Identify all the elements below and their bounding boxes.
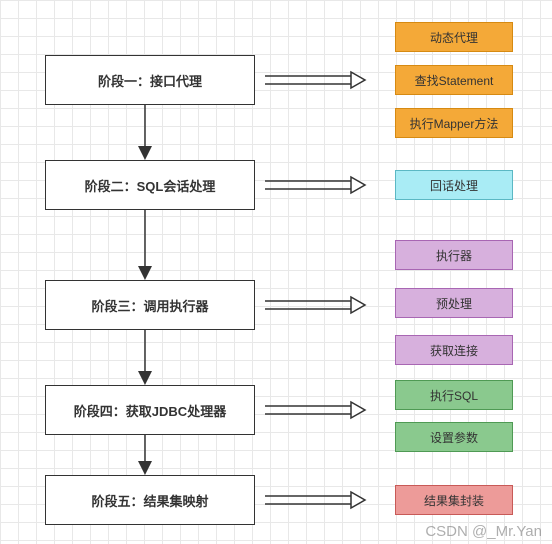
arr-d3 bbox=[135, 330, 155, 390]
arr-d1 bbox=[135, 105, 155, 165]
watermark: CSDN @_Mr.Yan bbox=[425, 523, 542, 540]
arr-r1 bbox=[265, 70, 365, 95]
tag-dynamic-proxy: 动态代理 bbox=[395, 22, 513, 52]
arr-r4 bbox=[265, 400, 365, 425]
stage-5: 阶段五：结果集映射 bbox=[45, 475, 255, 525]
arr-d4 bbox=[135, 435, 155, 480]
arr-r5 bbox=[265, 490, 365, 515]
stage-2: 阶段二：SQL会话处理 bbox=[45, 160, 255, 210]
stage-3: 阶段三：调用执行器 bbox=[45, 280, 255, 330]
stage-4: 阶段四：获取JDBC处理器 bbox=[45, 385, 255, 435]
tag-exec-mapper: 执行Mapper方法 bbox=[395, 108, 513, 138]
tag-find-statement: 查找Statement bbox=[395, 65, 513, 95]
tag-get-conn: 获取连接 bbox=[395, 335, 513, 365]
arr-r3 bbox=[265, 295, 365, 320]
tag-prepare: 预处理 bbox=[395, 288, 513, 318]
tag-executor: 执行器 bbox=[395, 240, 513, 270]
tag-session: 回话处理 bbox=[395, 170, 513, 200]
arr-d2 bbox=[135, 210, 155, 285]
arr-r2 bbox=[265, 175, 365, 200]
tag-result-wrap: 结果集封装 bbox=[395, 485, 513, 515]
stage-1: 阶段一：接口代理 bbox=[45, 55, 255, 105]
tag-set-param: 设置参数 bbox=[395, 422, 513, 452]
tag-exec-sql: 执行SQL bbox=[395, 380, 513, 410]
